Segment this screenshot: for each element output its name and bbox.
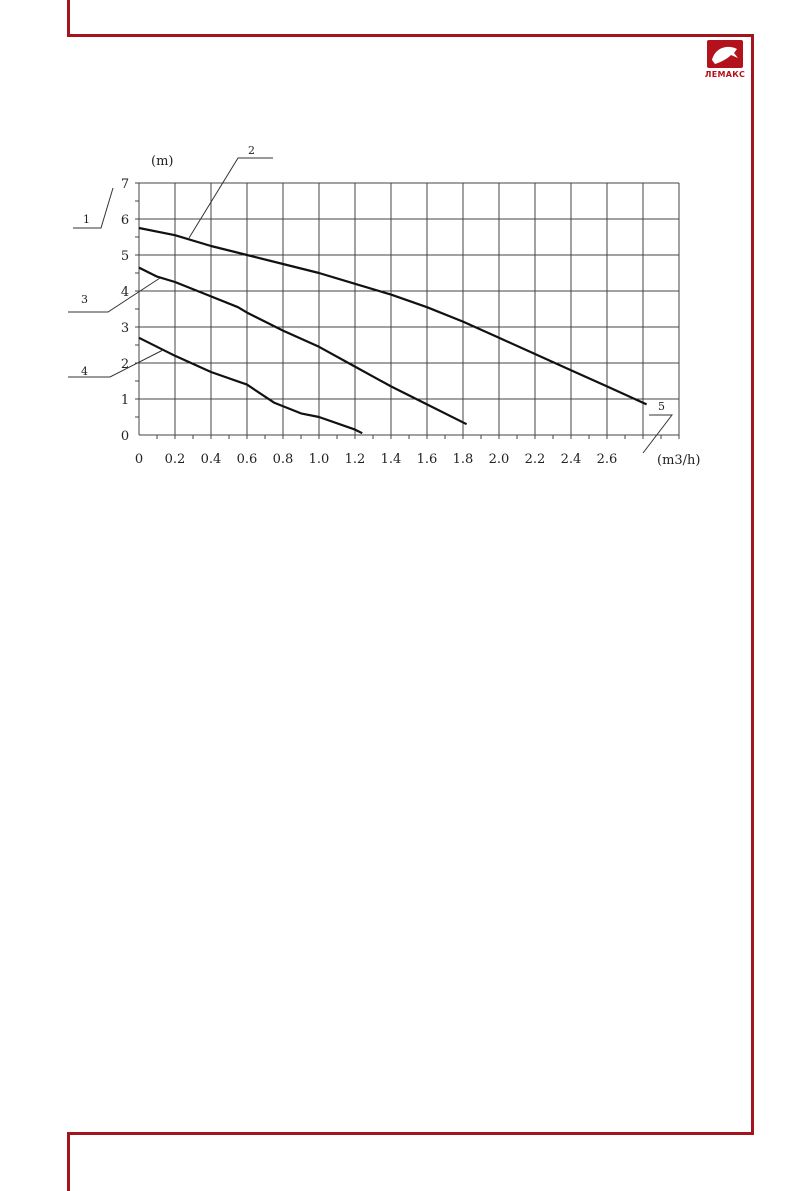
y-tick-label: 7 <box>121 177 129 192</box>
callout-5-leader <box>642 414 674 454</box>
x-tick-label: 0.4 <box>201 452 222 467</box>
x-axis-label: (m3/h) <box>657 453 701 468</box>
grid <box>135 182 680 439</box>
x-tick-label: 2.2 <box>525 452 546 467</box>
x-tick-label: 2.6 <box>597 452 618 467</box>
callouts <box>68 157 674 454</box>
frame-top-left-vertical <box>67 0 70 37</box>
x-tick-label: 0.8 <box>273 452 294 467</box>
x-tick-label: 1.0 <box>309 452 330 467</box>
frame-bottom-left-vertical <box>67 1132 70 1191</box>
x-tick-label: 1.2 <box>345 452 366 467</box>
x-tick-label: 1.8 <box>453 452 474 467</box>
y-tick-label: 6 <box>121 213 129 228</box>
callout-2: 2 <box>248 144 255 157</box>
callout-1-leader <box>73 187 114 229</box>
tick-labels: 0 0.2 0.4 0.6 0.8 1.0 1.2 1.4 1.6 1.8 2.0 2.2 2.4 2.6… <box>121 177 617 467</box>
y-axis-label: (m) <box>151 154 173 169</box>
x-tick-label: 2.0 <box>489 452 510 467</box>
y-tick-label: 0 <box>121 429 129 444</box>
frame-right <box>751 34 754 1135</box>
x-tick-label: 0 <box>135 452 143 467</box>
callout-5: 5 <box>658 400 665 413</box>
brand-logo: ЛЕМАКС <box>700 40 750 82</box>
logo-text: ЛЕМАКС <box>704 70 746 79</box>
frame-bottom <box>67 1132 754 1135</box>
frame-top <box>67 34 754 37</box>
y-tick-label: 3 <box>121 321 129 336</box>
x-tick-label: 2.4 <box>561 452 582 467</box>
x-tick-label: 1.6 <box>417 452 438 467</box>
y-tick-label: 4 <box>121 285 129 300</box>
callout-4-leader <box>68 349 164 378</box>
callout-3-leader <box>68 277 161 313</box>
y-tick-label: 5 <box>121 249 129 264</box>
callout-2-leader <box>188 157 273 239</box>
x-tick-label: 0.6 <box>237 452 258 467</box>
callout-3: 3 <box>81 293 88 306</box>
x-tick-label: 0.2 <box>165 452 186 467</box>
curve-2 <box>138 266 468 426</box>
logo-emblem <box>707 40 743 68</box>
callout-4: 4 <box>81 365 88 378</box>
callout-1: 1 <box>83 213 90 226</box>
y-tick-label: 2 <box>121 357 129 372</box>
x-tick-label: 1.4 <box>381 452 402 467</box>
curves <box>138 226 648 435</box>
pump-curve-chart: 0 0.2 0.4 0.6 0.8 1.0 1.2 1.4 1.6 1.8 2.0 2.2 2.4 2.6… <box>68 144 701 468</box>
y-tick-label: 1 <box>121 393 129 408</box>
curve-1 <box>138 226 648 406</box>
curve-3 <box>138 336 363 435</box>
